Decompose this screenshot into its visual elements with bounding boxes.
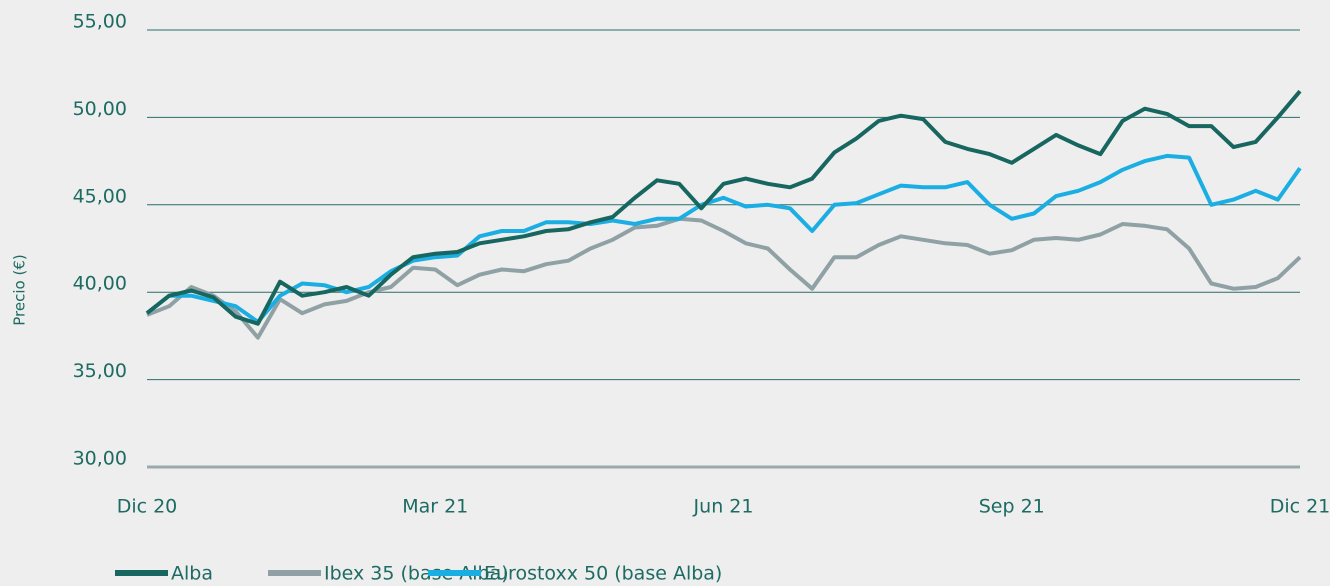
y-tick-label: 45,00 <box>73 185 127 207</box>
y-tick-label: 50,00 <box>73 98 127 120</box>
x-tick-label: Sep 21 <box>979 496 1045 518</box>
x-tick-label: Dic 21 <box>1270 496 1330 518</box>
y-axis-label: Precio (€) <box>11 254 29 325</box>
y-tick-label: 30,00 <box>73 448 127 470</box>
legend-swatch <box>428 570 481 576</box>
y-tick-label: 35,00 <box>73 360 127 382</box>
legend-label: Eurostoxx 50 (base Alba) <box>484 563 722 585</box>
y-tick-label: 55,00 <box>73 11 127 33</box>
x-tick-label: Mar 21 <box>402 496 468 518</box>
legend-swatch <box>268 570 321 576</box>
y-tick-label: 40,00 <box>73 273 127 295</box>
legend-swatch <box>115 570 168 576</box>
legend-label: Alba <box>171 563 213 585</box>
series-line <box>145 89 1302 326</box>
legend-label: Ibex 35 (base Alba) <box>324 563 509 585</box>
x-tick-label: Dic 20 <box>117 496 178 518</box>
x-tick-label: Jun 21 <box>693 496 754 518</box>
series-line <box>146 216 1302 340</box>
